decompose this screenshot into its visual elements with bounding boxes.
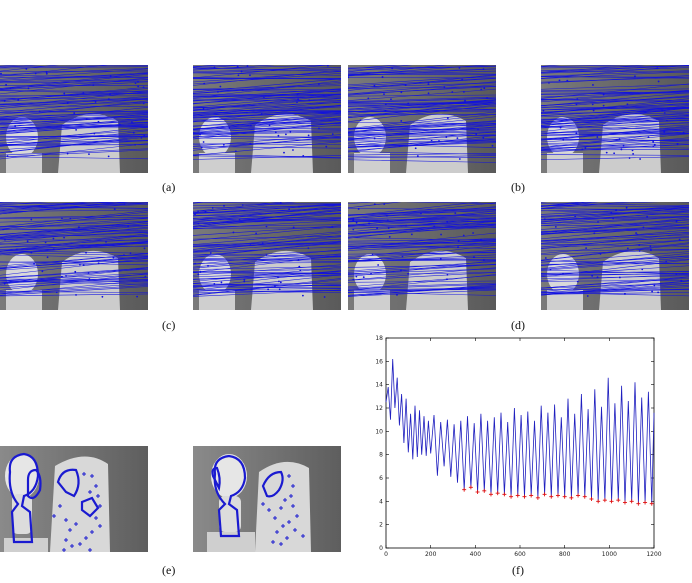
- marker-point: [609, 499, 614, 504]
- marker-point: [488, 492, 493, 497]
- match-panel-a-right: [193, 65, 341, 173]
- contour-panel-right: [193, 446, 341, 552]
- marker-point: [582, 494, 587, 499]
- x-tick-label: 800: [559, 551, 571, 556]
- marker-point: [629, 499, 634, 504]
- x-tick-label: 400: [470, 551, 482, 556]
- y-tick-label: 16: [375, 358, 383, 365]
- marker-point: [602, 498, 607, 503]
- chart-f: 0 2 4 6 8 10 12 14 16 18 0 200 400 600 800 1000 1200: [375, 335, 662, 556]
- marker-point: [475, 490, 480, 494]
- contour-image-left: [0, 446, 148, 552]
- match-panel-b-left: [348, 65, 496, 173]
- marker-point: [462, 487, 467, 492]
- marker-point: [649, 501, 654, 506]
- marker-point: [502, 492, 507, 497]
- marker-point: [482, 488, 487, 493]
- y-tick-label: 14: [375, 382, 383, 389]
- x-tick-label: 200: [425, 551, 437, 556]
- series-red-markers: [462, 485, 654, 506]
- contour-panel-left: [0, 446, 148, 552]
- match-panel-a-left: [0, 65, 148, 173]
- x-tick-label: 0: [384, 551, 388, 556]
- marker-point: [495, 491, 500, 496]
- x-tick-label: 1200: [646, 551, 661, 556]
- marker-point: [522, 494, 527, 499]
- marker-point: [529, 493, 534, 498]
- caption-e: (e): [162, 563, 176, 577]
- marker-point: [616, 498, 621, 503]
- caption-f: (f): [512, 563, 524, 577]
- match-panel-b-right: [541, 65, 689, 173]
- caption-a: (a): [162, 180, 176, 194]
- x-tick-label: 1000: [602, 551, 617, 556]
- marker-point: [636, 501, 641, 506]
- y-tick-label: 8: [379, 452, 383, 459]
- y-ticks: 0 2 4 6 8 10 12 14 16 18: [375, 335, 654, 552]
- marker-point: [468, 485, 473, 490]
- caption-d: (d): [511, 318, 525, 332]
- match-panel-c-right: [193, 202, 341, 310]
- y-tick-label: 0: [379, 545, 383, 552]
- y-tick-label: 4: [379, 498, 383, 505]
- marker-point: [509, 494, 514, 499]
- y-tick-label: 10: [375, 428, 383, 435]
- match-panel-c-left: [0, 202, 148, 310]
- contour-image-right: [193, 446, 341, 552]
- y-tick-label: 12: [375, 405, 383, 412]
- marker-point: [643, 500, 648, 505]
- y-tick-label: 2: [379, 522, 383, 529]
- caption-b: (b): [511, 180, 525, 194]
- marker-point: [535, 495, 540, 500]
- marker-point: [515, 493, 520, 498]
- marker-point: [555, 493, 560, 498]
- marker-point: [562, 494, 567, 499]
- y-tick-label: 18: [375, 335, 383, 342]
- caption-c: (c): [162, 318, 176, 332]
- marker-point: [622, 500, 627, 505]
- y-tick-label: 6: [379, 475, 383, 482]
- marker-point: [596, 499, 601, 504]
- x-tick-label: 600: [514, 551, 526, 556]
- series-blue-line: [385, 358, 655, 504]
- marker-point: [549, 494, 554, 499]
- marker-point: [576, 493, 581, 498]
- marker-point: [542, 492, 547, 497]
- x-ticks: 0 200 400 600 800 1000 1200: [384, 338, 662, 556]
- marker-point: [569, 495, 574, 500]
- match-panel-d-right: [541, 202, 689, 310]
- marker-point: [589, 497, 594, 501]
- match-panel-d-left: [348, 202, 496, 310]
